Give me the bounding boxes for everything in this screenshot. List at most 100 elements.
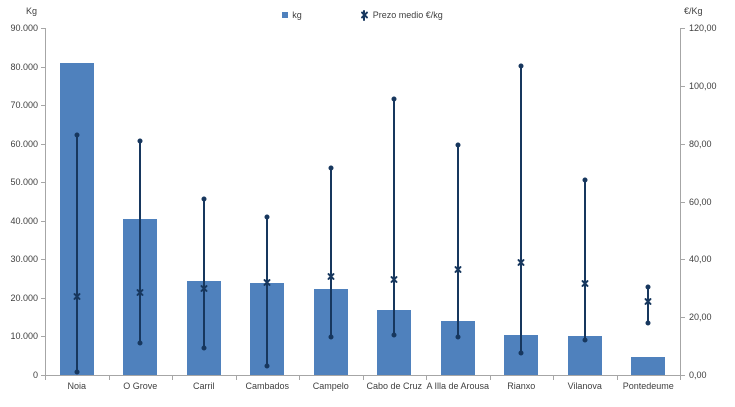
category-label-o-grove: O Grove xyxy=(123,381,158,391)
price-range-line-o-grove xyxy=(139,140,142,344)
right-axis-tick xyxy=(681,143,685,145)
left-axis-tick xyxy=(41,143,45,145)
category-axis-tick xyxy=(108,376,110,380)
legend-item-prezo-medio-kg: Prezo medio €/kg xyxy=(360,9,443,21)
price-min-cap-rianxo xyxy=(518,350,524,356)
category-label-cabo-de-cruz: Cabo de Cruz xyxy=(366,381,423,391)
left-axis-tick-label: 80.000 xyxy=(10,61,38,72)
right-axis-tick xyxy=(681,201,685,203)
category-axis-tick xyxy=(362,376,364,380)
left-axis-tick-label: 20.000 xyxy=(10,292,38,303)
price-range-line-cabo-de-cruz xyxy=(393,98,396,335)
category-label-noia: Noia xyxy=(67,381,87,391)
category-axis-tick xyxy=(616,376,618,380)
price-max-cap-cambados xyxy=(264,214,270,220)
price-mean-marker-rianxo xyxy=(517,258,526,267)
category-axis-tick xyxy=(553,376,554,380)
price-max-cap-cabo-de-cruz xyxy=(391,96,397,102)
left-axis-tick-label: 70.000 xyxy=(10,100,38,111)
price-range-line-carril xyxy=(202,198,205,348)
price-min-cap-pontedeume xyxy=(645,320,651,326)
price-range-line-vilanova xyxy=(583,179,586,341)
right-axis-tick-label: 60,00 xyxy=(689,196,712,207)
category-label-rianxo: Rianxo xyxy=(507,381,536,391)
category-axis-tick xyxy=(680,376,681,380)
left-axis-tick-label: 10.000 xyxy=(10,331,38,342)
price-mean-marker-cambados xyxy=(263,278,272,287)
price-range-line-campelo xyxy=(329,168,332,338)
left-axis-tick xyxy=(41,220,45,222)
right-axis-tick-label: 40,00 xyxy=(689,254,712,265)
left-axis-line xyxy=(45,28,46,375)
price-max-cap-vilanova xyxy=(582,177,588,183)
price-min-cap-cabo-de-cruz xyxy=(391,332,397,338)
price-min-cap-noia xyxy=(74,369,80,375)
left-axis-tick-label: 60.000 xyxy=(10,138,38,149)
price-mean-marker-carril xyxy=(199,284,208,293)
left-axis-tick-label: 0 xyxy=(32,370,38,380)
left-axis-title: Kg xyxy=(26,6,38,16)
price-range-line-cambados xyxy=(266,217,269,367)
right-axis-tick xyxy=(681,28,685,29)
bottom-axis-line xyxy=(45,375,681,376)
left-axis-tick xyxy=(41,28,45,29)
x-marker-stroke xyxy=(363,9,366,21)
x-marker-icon xyxy=(360,9,369,21)
right-axis-tick xyxy=(681,317,685,319)
price-mean-marker-noia xyxy=(72,292,81,301)
category-axis-tick xyxy=(45,376,46,380)
left-axis-tick-label: 40.000 xyxy=(10,215,38,226)
price-range-line-noia xyxy=(75,134,78,373)
category-label-cambados: Cambados xyxy=(245,381,290,391)
right-axis-tick xyxy=(681,375,685,376)
price-mean-marker-o-grove xyxy=(136,288,145,297)
price-max-cap-a-illa-de-arousa xyxy=(455,142,461,148)
category-label-vilanova: Vilanova xyxy=(567,381,602,391)
category-axis-tick xyxy=(299,376,300,380)
price-min-cap-a-illa-de-arousa xyxy=(455,334,461,340)
category-axis-tick xyxy=(489,376,491,380)
price-min-cap-carril xyxy=(201,345,207,351)
left-axis-tick-label: 30.000 xyxy=(10,254,38,265)
right-axis-tick xyxy=(681,85,685,87)
price-mean-marker-pontedeume xyxy=(644,297,653,306)
price-max-cap-pontedeume xyxy=(645,284,651,290)
left-axis-tick xyxy=(41,66,45,68)
left-axis-tick-label: 50.000 xyxy=(10,177,38,188)
left-axis-tick xyxy=(41,105,45,107)
price-mean-marker-campelo xyxy=(326,272,335,281)
price-min-cap-cambados xyxy=(264,363,270,369)
category-label-a-illa-de-arousa: A Illa de Arousa xyxy=(426,381,490,391)
price-range-line-rianxo xyxy=(520,65,523,354)
legend-item-kg: kg xyxy=(282,10,302,20)
price-max-cap-carril xyxy=(201,196,207,202)
category-axis-tick xyxy=(172,376,173,380)
left-axis-tick xyxy=(41,259,45,261)
legend-label: Prezo medio €/kg xyxy=(372,10,443,20)
left-axis-tick xyxy=(41,336,45,338)
right-axis-tick-label: 0,00 xyxy=(689,370,707,380)
price-max-cap-o-grove xyxy=(137,138,143,144)
price-mean-marker-a-illa-de-arousa xyxy=(453,265,462,274)
legend-label: kg xyxy=(292,10,302,20)
category-label-pontedeume: Pontedeume xyxy=(622,381,674,391)
left-axis-tick-label: 90.000 xyxy=(10,23,38,33)
category-label-carril: Carril xyxy=(193,381,215,391)
left-axis-tick xyxy=(41,297,45,299)
right-axis-tick xyxy=(681,259,685,261)
right-axis-tick-label: 20,00 xyxy=(689,312,712,323)
left-axis-tick xyxy=(41,375,45,376)
price-min-cap-o-grove xyxy=(137,340,143,346)
price-mean-marker-cabo-de-cruz xyxy=(390,275,399,284)
left-axis-tick xyxy=(41,182,45,184)
category-axis-tick xyxy=(426,376,427,380)
price-max-cap-noia xyxy=(74,132,80,138)
price-min-cap-vilanova xyxy=(582,337,588,343)
price-max-cap-campelo xyxy=(328,165,334,171)
category-label-campelo: Campelo xyxy=(312,381,349,391)
right-axis-tick-label: 120,00 xyxy=(689,23,717,33)
legend: kg Prezo medio €/kg xyxy=(45,9,680,21)
price-range-line-a-illa-de-arousa xyxy=(456,145,459,338)
right-axis-title: €/Kg xyxy=(684,6,703,16)
